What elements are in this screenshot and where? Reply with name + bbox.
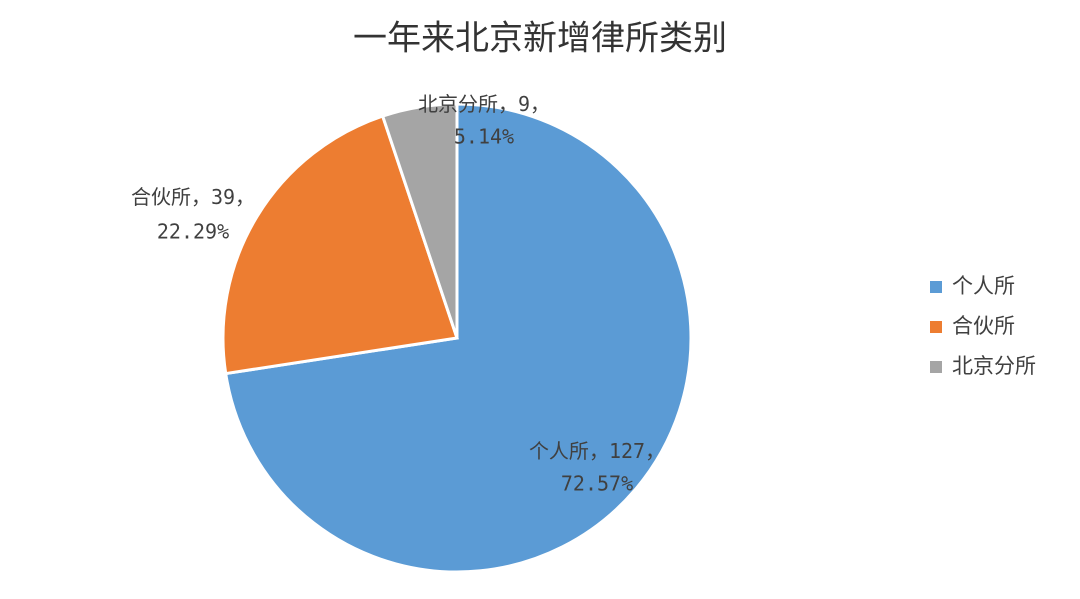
legend-swatch <box>930 361 942 373</box>
data-label-part: ， <box>235 185 255 209</box>
data-label-part: 39 <box>211 185 235 209</box>
pie-slice <box>221 114 459 376</box>
legend-swatch <box>930 321 942 333</box>
data-label: 个人所，127， <box>529 439 665 463</box>
data-label-part: ， <box>498 92 518 116</box>
data-label-part: 9 <box>518 92 530 116</box>
legend-label: 合伙所 <box>952 314 1015 338</box>
data-label-part: 合伙所 <box>131 185 191 209</box>
data-label-percent: 5.14% <box>454 125 514 149</box>
data-label-part: ， <box>191 185 211 209</box>
legend-label: 个人所 <box>952 274 1015 298</box>
data-label-percent: 22.29% <box>157 220 229 244</box>
legend-swatch <box>930 281 942 293</box>
data-label-part: 127 <box>609 439 645 463</box>
data-label-part: 北京分所 <box>418 92 498 116</box>
pie-slice <box>380 102 459 339</box>
chart-title: 一年来北京新增律所类别 <box>353 19 727 59</box>
data-label-part: 个人所 <box>529 439 589 463</box>
data-label-percent: 72.57% <box>561 472 633 496</box>
data-label-part: ， <box>589 439 609 463</box>
data-label: 北京分所，9， <box>418 92 550 116</box>
legend-label: 北京分所 <box>952 354 1036 378</box>
data-label: 合伙所，39， <box>131 185 255 209</box>
data-label-part: ， <box>530 92 550 116</box>
data-label-part: ， <box>645 439 665 463</box>
